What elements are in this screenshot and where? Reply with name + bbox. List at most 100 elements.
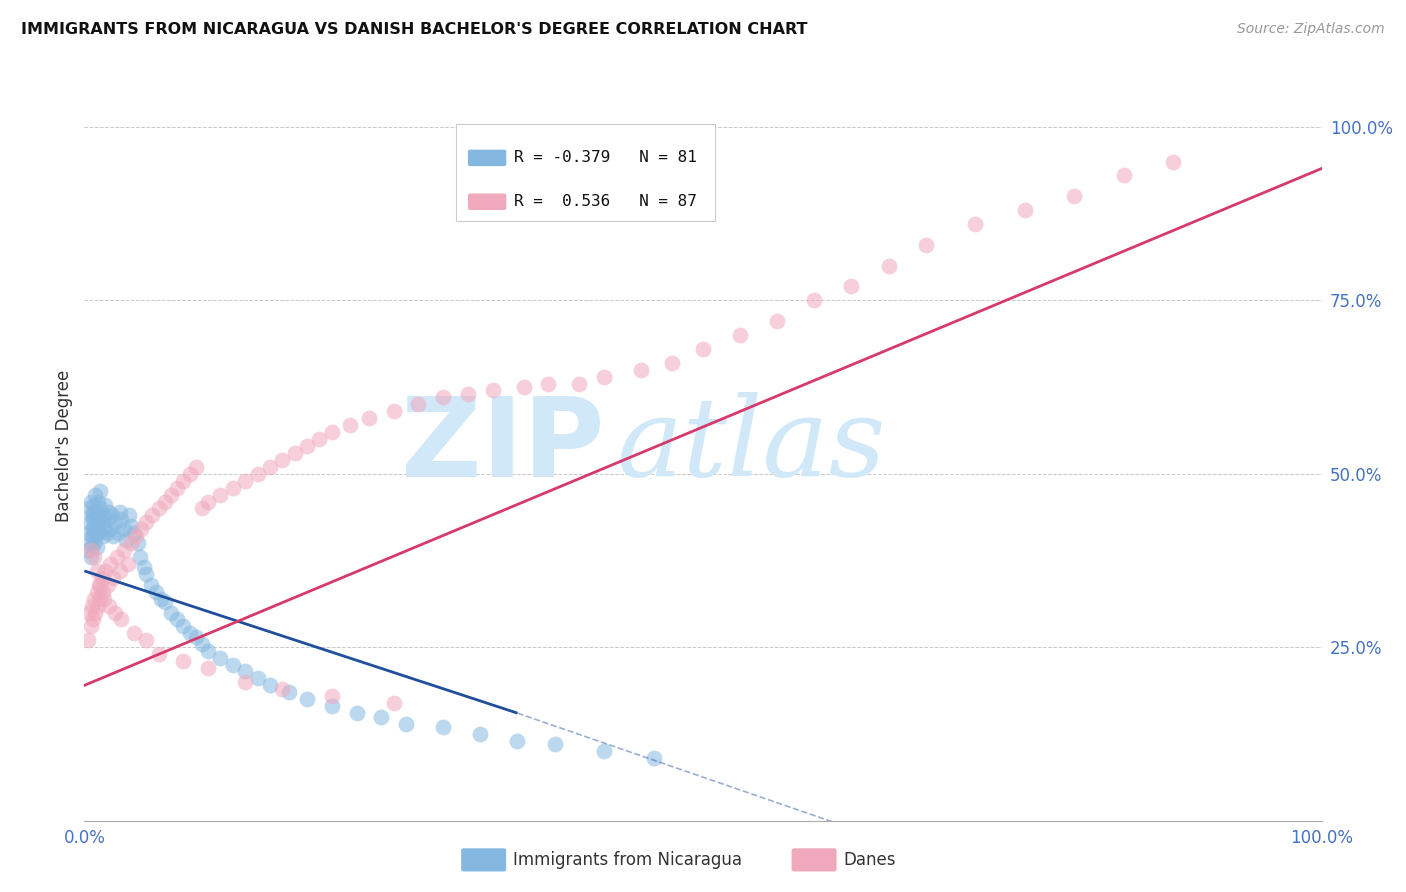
Point <box>104 516 127 530</box>
FancyBboxPatch shape <box>456 124 716 221</box>
Point <box>803 293 825 308</box>
Point <box>89 512 111 526</box>
Point <box>246 672 269 686</box>
Point <box>209 650 232 665</box>
Point <box>457 387 479 401</box>
Text: ZIP: ZIP <box>401 392 605 500</box>
Point <box>172 474 194 488</box>
Point <box>84 529 107 543</box>
Point <box>90 571 112 585</box>
Point <box>129 549 152 564</box>
Point <box>105 549 128 564</box>
Point <box>120 518 142 533</box>
Point <box>89 525 111 540</box>
Point <box>153 494 176 508</box>
Point <box>184 459 207 474</box>
Point <box>1014 203 1036 218</box>
Point <box>96 525 118 540</box>
Point <box>148 501 170 516</box>
Point <box>89 484 111 499</box>
Point <box>89 591 111 606</box>
Text: R =  0.536   N = 87: R = 0.536 N = 87 <box>513 194 696 210</box>
Point <box>382 696 405 710</box>
Point <box>661 356 683 370</box>
Point <box>110 612 132 626</box>
Point <box>97 512 120 526</box>
Point <box>118 508 141 523</box>
Point <box>141 508 163 523</box>
Point <box>153 595 176 609</box>
Point <box>135 633 157 648</box>
Point <box>271 681 294 696</box>
Point <box>233 674 256 689</box>
Point <box>83 536 105 550</box>
Point <box>79 543 101 558</box>
Point <box>339 418 361 433</box>
Point <box>259 678 281 692</box>
Point <box>98 557 121 571</box>
Point <box>179 467 201 481</box>
Point <box>965 217 987 231</box>
Point <box>321 699 343 714</box>
Point <box>83 591 105 606</box>
Point <box>432 391 454 405</box>
Point <box>87 516 110 530</box>
Point <box>222 657 245 672</box>
Point <box>77 543 100 558</box>
Point <box>184 630 207 644</box>
Point <box>321 689 343 703</box>
Point <box>222 481 245 495</box>
Point <box>80 540 103 554</box>
Point <box>692 342 714 356</box>
Point <box>728 328 751 343</box>
Point <box>82 525 104 540</box>
Point <box>82 612 104 626</box>
Point <box>91 508 114 523</box>
Point <box>98 505 121 519</box>
Point <box>117 557 139 571</box>
Text: atlas: atlas <box>616 392 886 500</box>
FancyBboxPatch shape <box>468 150 506 166</box>
Point <box>94 564 117 578</box>
Point <box>1063 189 1085 203</box>
Text: IMMIGRANTS FROM NICARAGUA VS DANISH BACHELOR'S DEGREE CORRELATION CHART: IMMIGRANTS FROM NICARAGUA VS DANISH BACH… <box>21 22 807 37</box>
Point <box>112 543 135 558</box>
Point <box>160 606 183 620</box>
Point <box>382 404 405 418</box>
Point <box>166 481 188 495</box>
Point <box>86 540 108 554</box>
Point <box>408 397 430 411</box>
Point <box>271 453 294 467</box>
Point <box>321 425 343 439</box>
Point <box>209 487 232 501</box>
Point <box>79 516 101 530</box>
Point <box>593 369 616 384</box>
Point <box>129 522 152 536</box>
Point <box>122 626 145 640</box>
Point <box>84 487 107 501</box>
Point <box>166 612 188 626</box>
Point <box>233 474 256 488</box>
Point <box>197 494 219 508</box>
Point <box>766 314 789 328</box>
Point <box>90 516 112 530</box>
Point <box>86 564 108 578</box>
Point <box>135 516 157 530</box>
Point <box>172 619 194 633</box>
Point <box>150 591 173 606</box>
Point <box>370 709 392 723</box>
Point <box>104 606 127 620</box>
Point <box>233 665 256 679</box>
Point <box>295 439 318 453</box>
Point <box>432 720 454 734</box>
Point <box>98 522 121 536</box>
Point <box>112 522 135 536</box>
Point <box>86 508 108 523</box>
Y-axis label: Bachelor's Degree: Bachelor's Degree <box>55 370 73 522</box>
Point <box>79 536 101 550</box>
Point <box>79 494 101 508</box>
Point <box>877 259 900 273</box>
Text: Danes: Danes <box>844 851 896 869</box>
Point <box>91 529 114 543</box>
Point <box>284 446 307 460</box>
